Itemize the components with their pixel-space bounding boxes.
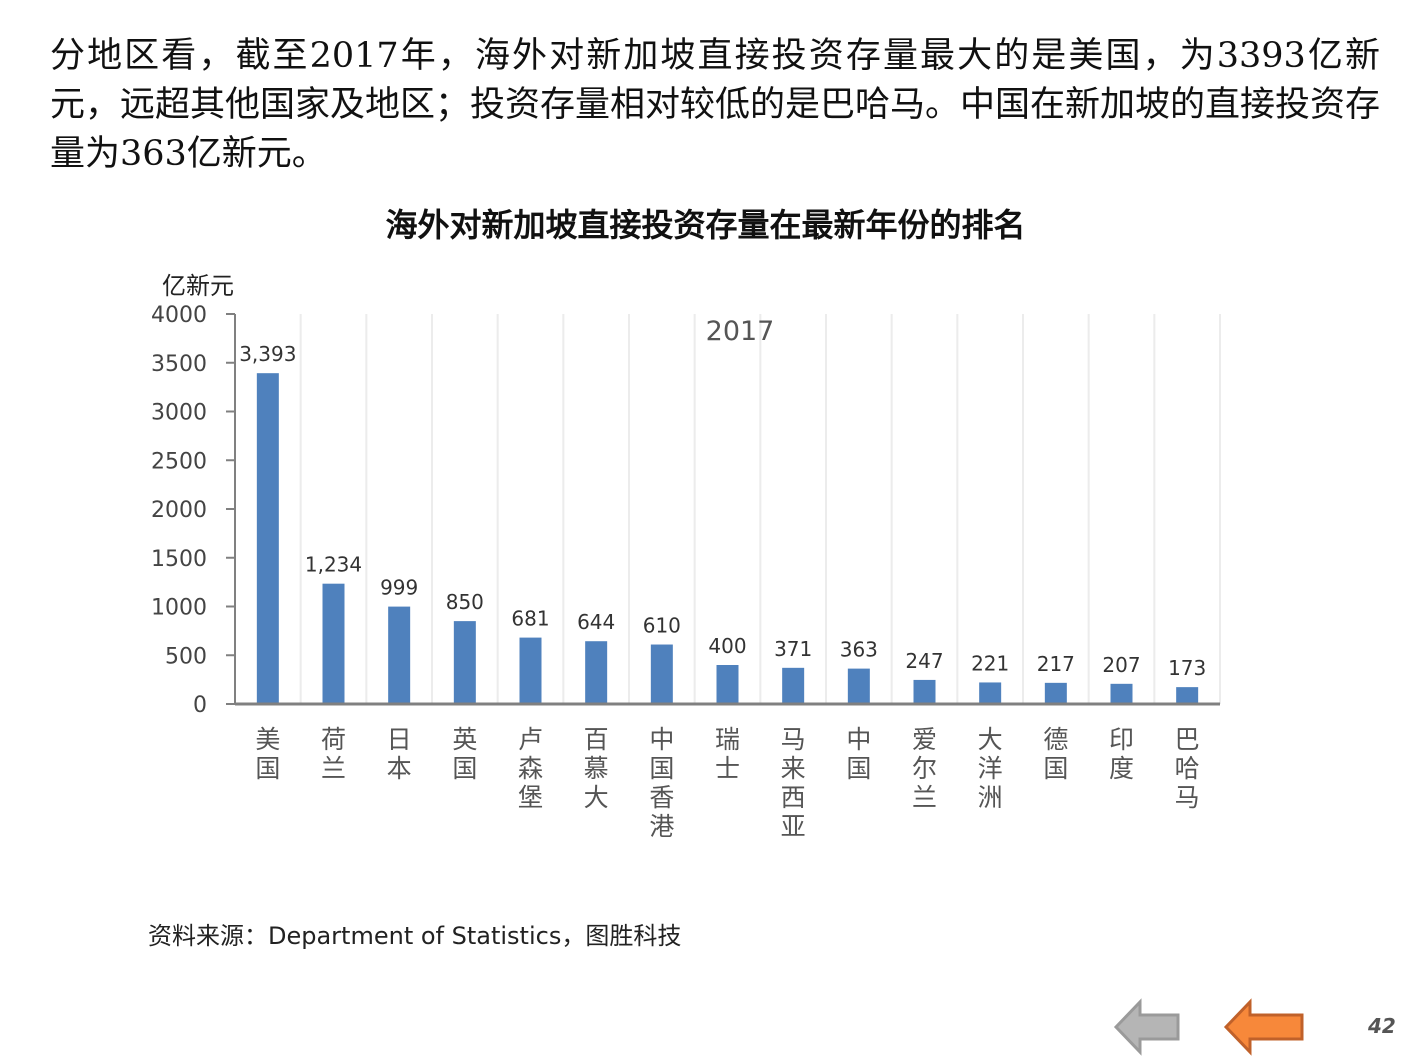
bar-6 xyxy=(650,644,673,704)
y-tick-label: 1500 xyxy=(151,547,207,572)
y-tick-label: 3500 xyxy=(151,352,207,377)
x-tick-label: 马来西亚 xyxy=(781,725,806,841)
x-tick-label: 中国 xyxy=(846,725,871,783)
bar-13 xyxy=(1110,683,1133,704)
data-label: 221 xyxy=(971,651,1009,675)
x-tick-label: 荷兰 xyxy=(321,725,346,783)
data-label: 363 xyxy=(840,638,878,662)
x-tick-label: 卢森堡 xyxy=(518,725,543,812)
data-label: 644 xyxy=(577,610,615,634)
data-label: 173 xyxy=(1168,656,1206,680)
y-tick-label: 1000 xyxy=(151,596,207,621)
bar-1 xyxy=(322,583,345,704)
intro-paragraph: 分地区看，截至2017年，海外对新加坡直接投资存量最大的是美国，为3393亿新元… xyxy=(50,36,1381,174)
page-number: 42 xyxy=(1368,1014,1396,1038)
previous-arrow-icon[interactable] xyxy=(1112,998,1184,1056)
data-label: 681 xyxy=(511,607,549,631)
data-label: 371 xyxy=(774,637,812,661)
bar-9 xyxy=(847,668,870,704)
bar-3 xyxy=(453,621,476,704)
bar-4 xyxy=(519,637,542,704)
data-label: 217 xyxy=(1037,652,1075,676)
x-tick-label: 百慕大 xyxy=(584,725,609,812)
bar-8 xyxy=(782,667,805,704)
y-axis-label: 亿新元 xyxy=(162,272,234,300)
bar-10 xyxy=(913,679,936,704)
data-label: 999 xyxy=(380,576,418,600)
x-tick-label: 日本 xyxy=(387,725,412,783)
bar-14 xyxy=(1176,687,1199,704)
x-tick-label: 巴哈马 xyxy=(1175,725,1200,812)
year-annotation: 2017 xyxy=(706,316,775,347)
x-tick-label: 德国 xyxy=(1043,725,1068,783)
y-tick-label: 4000 xyxy=(151,303,207,328)
x-tick-label: 瑞士 xyxy=(715,725,740,783)
y-tick-label: 2000 xyxy=(151,498,207,523)
x-tick-label: 英国 xyxy=(452,725,477,783)
y-tick-label: 500 xyxy=(165,644,207,669)
data-label: 3,393 xyxy=(239,342,296,366)
source-note: 资料来源：Department of Statistics，图胜科技 xyxy=(148,922,682,950)
x-tick-label: 中国香港 xyxy=(649,725,674,841)
data-label: 850 xyxy=(446,590,484,614)
data-label: 400 xyxy=(708,634,746,658)
x-tick-label: 美国 xyxy=(255,725,280,783)
data-label: 207 xyxy=(1102,653,1140,677)
bar-0 xyxy=(256,373,279,704)
data-label: 610 xyxy=(643,614,681,638)
bar-2 xyxy=(388,606,411,704)
back-arrow-icon[interactable] xyxy=(1222,998,1308,1056)
x-tick-label: 大洋洲 xyxy=(978,725,1003,812)
y-tick-label: 3000 xyxy=(151,401,207,426)
bar-5 xyxy=(585,641,608,704)
chart-title: 海外对新加坡直接投资存量在最新年份的排名 xyxy=(385,206,1026,244)
bar-11 xyxy=(979,682,1002,704)
bar-12 xyxy=(1044,682,1067,704)
bar-7 xyxy=(716,665,739,704)
data-label: 1,234 xyxy=(305,553,362,577)
data-label: 247 xyxy=(905,649,943,673)
x-tick-label: 爱尔兰 xyxy=(912,725,937,812)
y-tick-label: 2500 xyxy=(151,449,207,474)
y-tick-label: 0 xyxy=(193,693,207,718)
x-tick-label: 印度 xyxy=(1109,725,1134,783)
